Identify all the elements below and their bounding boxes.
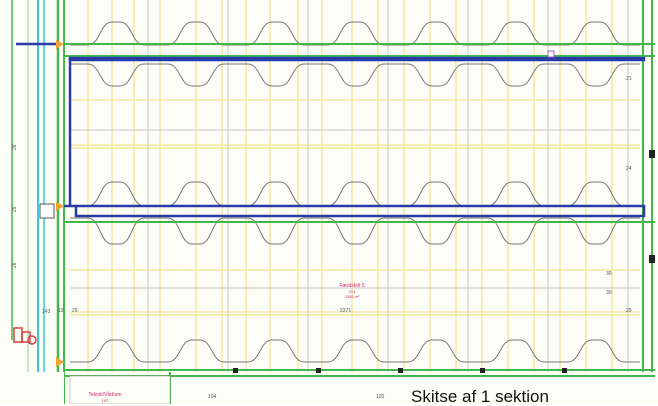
room-name: Færdsfelt 5 [339,283,365,289]
dim-bottom-left-1: 143 [42,309,51,315]
dim-lower-2: 120 [376,394,385,400]
parking-grid-yellow-horizontal [70,99,640,316]
dim-right-5: 29 [626,308,632,314]
room-number: 213 [349,289,356,294]
structural-grid [70,0,640,372]
dim-lower-1: 104 [208,394,217,400]
sketch-caption: Skitse af 1 sektion [411,387,549,406]
dim-bottom-left-3: 29 [72,308,78,314]
dimension-labels: 143 13 29 2371 28 29 28 21 24 30 30 29 1… [12,76,632,400]
dim-bottom-left-2: 13 [58,308,64,314]
blue-route [16,42,646,218]
parking-grid-yellow [87,0,613,372]
dim-right-3: 30 [606,271,612,277]
dim-right-2: 24 [626,166,632,172]
left-corridor [11,0,65,404]
dim-left-2: 29 [12,206,18,212]
dim-right-1: 21 [626,76,632,82]
right-wall [642,0,655,372]
red-detail [13,327,37,345]
bay-outline-row-bottom [70,339,640,363]
lower-rooms [0,368,655,404]
dim-right-4: 30 [606,290,612,296]
orange-nodes [56,40,64,367]
purple-marker [547,50,555,58]
lower-room-number: 107 [102,398,109,403]
top-green-walls [64,43,655,371]
lower-room-name: Teknik/Vådrum [88,391,121,398]
dim-left-1: 28 [12,144,18,150]
dim-bottom-mid: 2371 [340,308,351,314]
room-area: 3355 m² [345,294,360,299]
bay-outline-row-top [70,21,640,87]
left-equipment-box [39,203,55,219]
dim-left-3: 28 [12,262,18,268]
